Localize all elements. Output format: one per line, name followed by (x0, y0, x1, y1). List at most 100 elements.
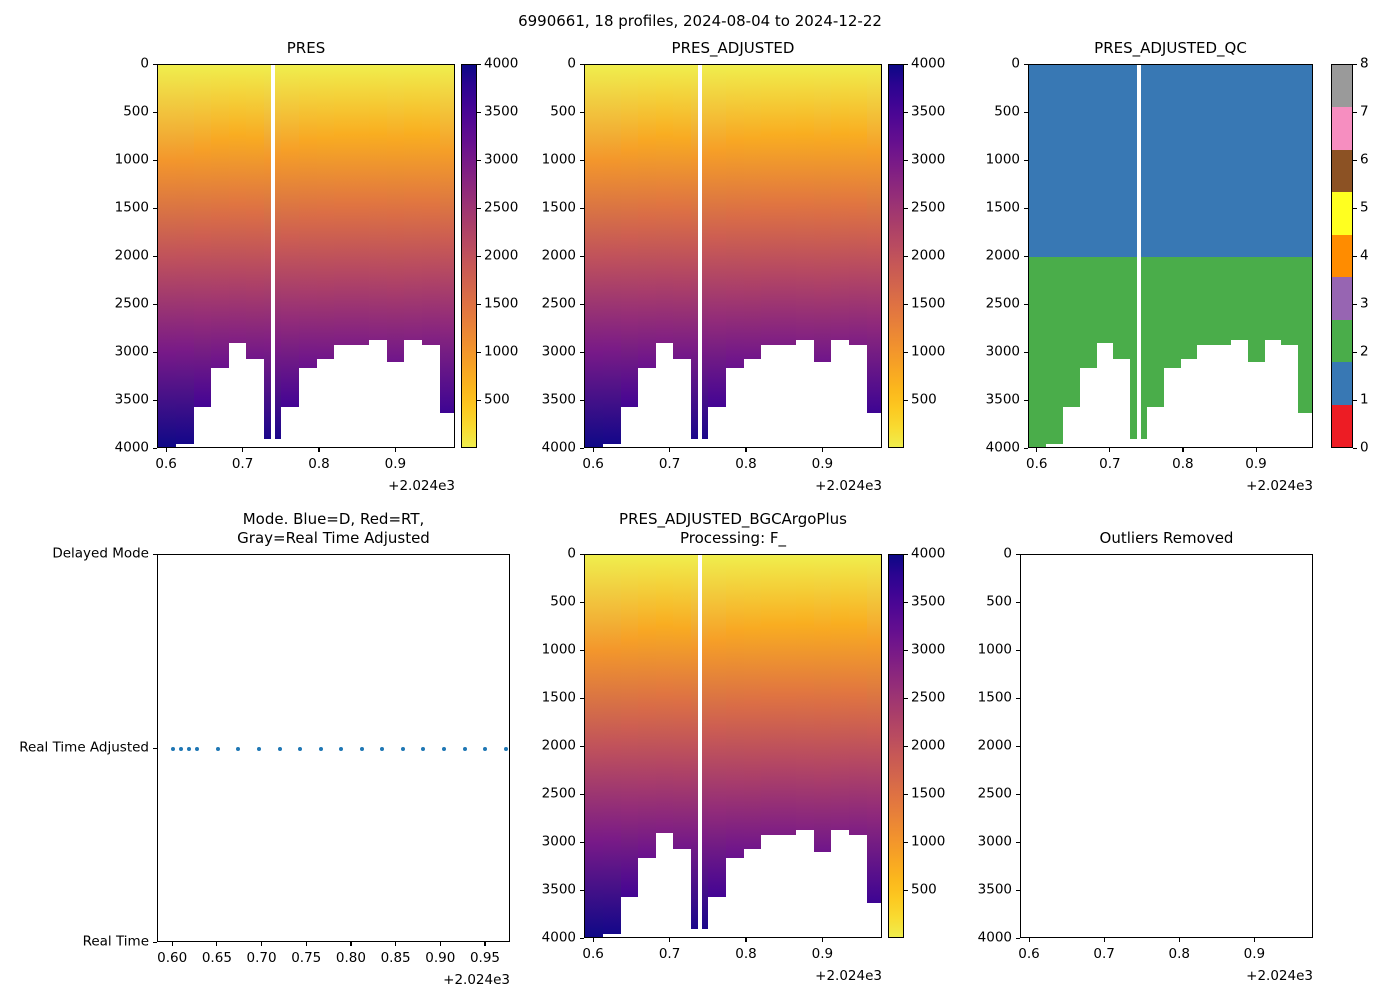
y-tick-mark (580, 937, 584, 939)
x-tick-mark (1182, 448, 1184, 452)
qc-cell-upper (1214, 65, 1232, 257)
qc-cell-upper (1147, 65, 1164, 257)
colorbar-tick-mark (904, 793, 908, 795)
y-tick-label: 1500 (541, 199, 576, 216)
heat-column (638, 65, 656, 369)
colorbar-tick-label: 1 (1360, 391, 1369, 408)
y-tick-mark (153, 941, 157, 943)
colorbar-tick-label: 3000 (484, 151, 519, 168)
y-tick-label: 4000 (977, 929, 1012, 946)
colorbar-tick-label: 1000 (484, 343, 519, 360)
qc-cell-lower (1029, 257, 1047, 447)
mode-point (359, 747, 364, 751)
qc-cell-lower (1264, 257, 1282, 340)
heat-column (193, 65, 212, 407)
qc-cell-lower (1231, 257, 1248, 340)
y-tick-mark (1024, 303, 1028, 305)
y-tick-label: Real Time (82, 933, 149, 950)
y-tick-label: 0 (1003, 545, 1012, 562)
pres-title: PRES (286, 39, 326, 57)
x-tick-label: 0.7 (1099, 456, 1121, 472)
y-tick-label: 4000 (114, 439, 149, 456)
x-tick-mark (745, 448, 747, 452)
heat-column (246, 65, 264, 359)
heat-column (813, 65, 832, 362)
pres-adjusted-colorbar (888, 64, 904, 448)
colorbar-tick-label: 7 (1360, 103, 1369, 120)
colorbar-tick-label: 2000 (484, 247, 519, 264)
pres-adjusted-qc-title: PRES_ADJUSTED_QC (1094, 39, 1247, 57)
heat-column (761, 65, 779, 346)
y-tick-mark (1024, 63, 1028, 65)
y-tick-mark (580, 793, 584, 795)
colorbar-tick-mark (477, 255, 481, 257)
heat-column (831, 555, 849, 830)
y-tick-label: 3000 (541, 343, 576, 360)
x-tick-mark (216, 942, 218, 946)
y-tick-mark (153, 159, 157, 161)
heat-column (585, 65, 603, 447)
mode-point (441, 747, 446, 751)
y-tick-mark (153, 351, 157, 353)
pres-axes (157, 64, 455, 448)
y-tick-label: 0 (567, 55, 576, 72)
qc-cell-lower (1180, 257, 1198, 359)
y-tick-mark (1024, 111, 1028, 113)
colorbar-tick-mark (904, 159, 908, 161)
y-tick-label: 2500 (541, 295, 576, 312)
colorbar-tick-mark (904, 207, 908, 209)
heat-column (439, 65, 454, 413)
heat-column (743, 65, 762, 359)
colorbar-tick-label: 1000 (911, 833, 946, 850)
qc-cell-lower (1062, 257, 1080, 407)
x-tick-label: 0.70 (246, 950, 277, 966)
colorbar-tick-mark (477, 159, 481, 161)
colorbar-tick-mark (477, 207, 481, 209)
x-tick-label: 0.9 (1245, 456, 1267, 472)
colorbar-tick-mark (1353, 159, 1357, 161)
qc-cell-upper (1231, 65, 1248, 257)
heat-column (602, 555, 621, 935)
y-tick-mark (580, 447, 584, 449)
y-tick-mark (580, 159, 584, 161)
colorbar-segment-6 (1332, 149, 1352, 193)
y-tick-mark (1024, 207, 1028, 209)
heat-column (796, 555, 814, 830)
colorbar-tick-label: 1500 (484, 295, 519, 312)
qc-cell-upper (1180, 65, 1198, 257)
qc-cell-upper (1281, 65, 1299, 257)
y-tick-label: 4000 (541, 439, 576, 456)
y-tick-mark (153, 63, 157, 65)
qc-cell-lower (1214, 257, 1232, 346)
colorbar-tick-mark (1353, 399, 1357, 401)
x-tick-label: 0.8 (1172, 456, 1194, 472)
y-tick-mark (1016, 937, 1020, 939)
y-tick-mark (580, 399, 584, 401)
y-tick-label: 2000 (985, 247, 1020, 264)
colorbar-tick-mark (904, 111, 908, 113)
heat-column (725, 555, 744, 859)
x-tick-label: 0.7 (658, 456, 681, 472)
x-tick-mark (745, 938, 747, 942)
x-tick-mark (1178, 938, 1180, 942)
x-tick-label: 0.8 (735, 946, 757, 962)
colorbar-tick-label: 3500 (911, 593, 946, 610)
colorbar-tick-label: 2000 (911, 737, 946, 754)
heat-column (743, 555, 762, 849)
colorbar-tick-label: 0 (1360, 439, 1369, 456)
x-tick-mark (1253, 938, 1255, 942)
qc-cell-upper (1163, 65, 1181, 257)
y-tick-mark (580, 303, 584, 305)
x-tick-mark (1109, 448, 1111, 452)
y-tick-label: 500 (550, 593, 576, 610)
qc-cell-lower (1298, 257, 1312, 413)
y-tick-label: 4000 (541, 929, 576, 946)
mode-title: Mode. Blue=D, Red=RT, Gray=Real Time Adj… (237, 510, 430, 547)
x-tick-mark (350, 942, 352, 946)
colorbar-tick-label: 500 (484, 391, 510, 408)
colorbar-tick-label: 5 (1360, 199, 1369, 216)
x-tick-mark (305, 942, 307, 946)
mode-point (339, 747, 344, 751)
bgcargoplus-title: PRES_ADJUSTED_BGCArgoPlus Processing: F_ (619, 510, 847, 547)
y-tick-label: 2000 (977, 737, 1012, 754)
